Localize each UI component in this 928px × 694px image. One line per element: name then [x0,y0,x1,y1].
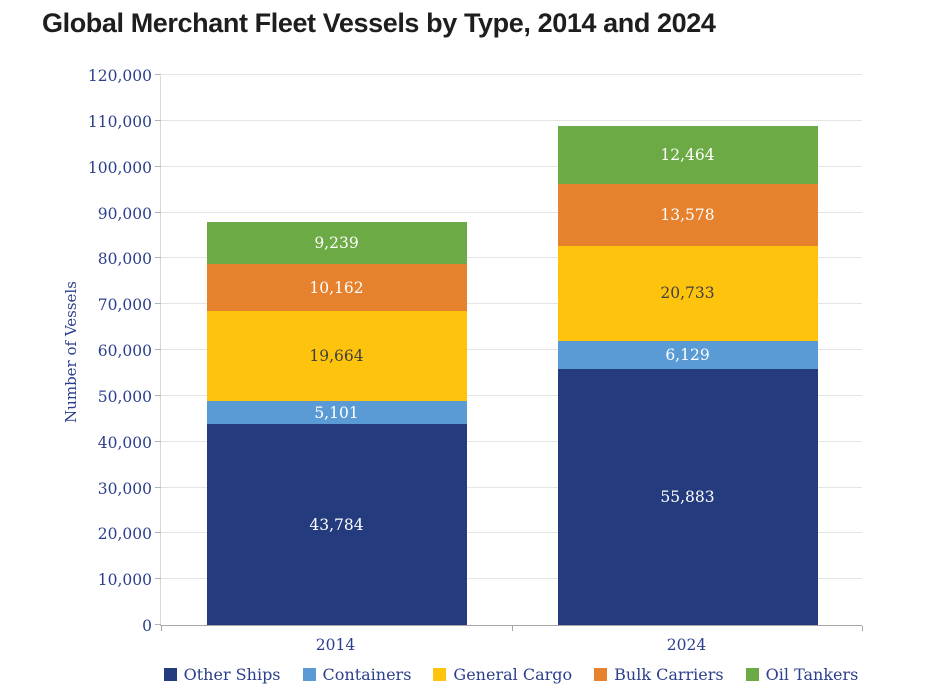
gridline [161,578,862,580]
segment-value-label: 20,733 [660,284,715,303]
x-tick-mark [512,626,513,631]
y-tick-mark [155,257,161,259]
segment-value-label: 12,464 [660,145,715,164]
legend-item-containers: Containers [302,665,412,684]
y-axis-tick-label: 0 [142,617,152,635]
y-axis-tick-label: 60,000 [97,342,152,360]
gridline [161,486,862,488]
stacked-bar-2014: 43,784 5,101 19,664 10,162 9,239 [206,221,467,625]
legend-swatch-icon [302,668,316,681]
gridline [161,349,862,350]
y-axis-tick-label: 100,000 [87,158,152,177]
y-tick-mark [155,394,161,396]
gridline [161,74,862,75]
y-tick-mark [155,211,161,213]
bar-segment-bulk-carriers-2014: 10,162 [206,264,467,311]
chart-title: Global Merchant Fleet Vessels by Type, 2… [42,8,716,38]
y-axis-tick-label: 80,000 [97,250,152,269]
legend-swatch-icon [745,668,759,681]
legend-swatch-icon [433,668,447,681]
bar-segment-oil-tankers-2024: 12,464 [557,126,818,184]
y-axis-tick-label: 40,000 [97,433,152,452]
y-tick-mark [155,119,161,121]
segment-value-label: 9,239 [314,234,359,253]
y-tick-mark [155,440,161,442]
gridline [161,440,862,442]
x-tick-mark [161,626,162,631]
segment-value-label: 5,101 [314,403,359,422]
y-axis-tick-label: 30,000 [97,479,152,498]
y-tick-mark [155,486,161,488]
legend-item-bulk-carriers: Bulk Carriers [594,665,724,684]
y-axis-tick-label: 90,000 [97,204,152,223]
legend-label: Bulk Carriers [614,665,724,684]
gridline [161,394,862,396]
legend-item-general-cargo: General Cargo [433,665,572,684]
y-axis-tick-label: 10,000 [97,571,152,590]
segment-value-label: 6,129 [665,345,710,364]
bar-segment-general-cargo-2024: 20,733 [557,245,818,341]
legend-item-oil-tankers: Oil Tankers [745,665,859,684]
y-tick-mark [155,624,161,625]
legend-label: Oil Tankers [765,665,859,684]
segment-value-label: 43,784 [309,515,364,534]
legend: Other Ships Containers General Cargo Bulk C… [160,665,862,684]
bar-segment-oil-tankers-2014: 9,239 [206,221,467,265]
y-tick-mark [155,303,161,305]
x-tick-mark [862,626,863,631]
y-tick-mark [155,74,161,75]
segment-value-label: 55,883 [660,487,715,506]
legend-label: Other Ships [183,665,281,684]
y-tick-mark [155,165,161,167]
gridline [161,303,862,305]
gridline [161,165,862,167]
gridline [161,532,862,534]
x-axis-tick-label-2024: 2024 [666,636,707,654]
plot-area: 43,784 5,101 19,664 10,162 9,239 55,883 6,129 2… [155,74,863,631]
bar-segment-other-ships-2014: 43,784 [206,424,467,625]
legend-swatch-icon [163,668,177,681]
segment-value-label: 10,162 [309,278,364,297]
gridline [161,211,862,213]
bar-segment-other-ships-2024: 55,883 [557,368,818,625]
bar-segment-containers-2024: 6,129 [557,340,818,369]
y-tick-mark [155,578,161,580]
legend-label: General Cargo [453,665,573,684]
y-axis-tick-label: 70,000 [97,296,152,315]
y-axis-tick-label: 50,000 [97,387,152,406]
y-tick-mark [155,532,161,534]
bar-segment-containers-2014: 5,101 [206,400,467,425]
legend-item-other-ships: Other Ships [163,665,281,684]
y-axis-tick-label: 20,000 [97,525,152,544]
stacked-bar-2024: 55,883 6,129 20,733 13,578 12,464 [557,126,818,625]
x-axis-tick-label-2014: 2014 [315,636,356,654]
segment-value-label: 19,664 [309,346,364,365]
y-tick-mark [155,349,161,350]
y-axis-tick-label: 120,000 [87,67,152,85]
bar-segment-general-cargo-2014: 19,664 [206,310,467,401]
legend-label: Containers [322,665,412,684]
gridline [161,119,862,121]
y-axis-tick-label: 110,000 [87,112,152,131]
bar-segment-bulk-carriers-2024: 13,578 [557,183,818,246]
gridline [161,257,862,259]
legend-swatch-icon [594,668,608,681]
segment-value-label: 13,578 [660,205,715,224]
